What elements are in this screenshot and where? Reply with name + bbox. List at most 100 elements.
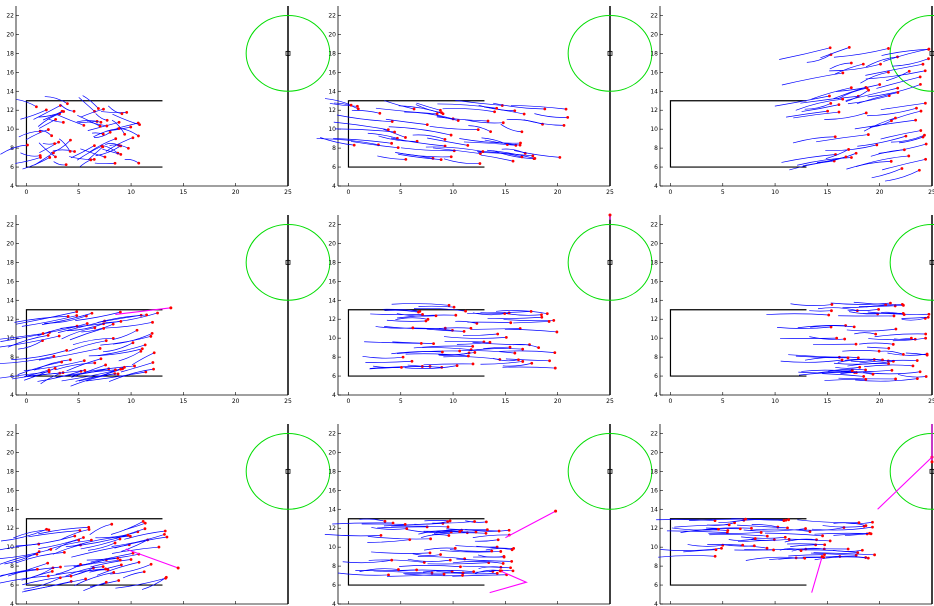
trajectory bbox=[55, 564, 81, 575]
y-tick-label: 18 bbox=[328, 50, 336, 57]
agent-position bbox=[383, 519, 387, 523]
trajectory bbox=[336, 114, 393, 122]
trajectory bbox=[61, 327, 95, 340]
y-tick-label: 22 bbox=[328, 221, 336, 228]
trajectory bbox=[86, 553, 139, 561]
agent-position bbox=[830, 309, 833, 313]
agent-position bbox=[141, 520, 145, 523]
trajectory bbox=[105, 137, 134, 152]
y-tick-label: 8 bbox=[332, 354, 336, 361]
agent-position bbox=[47, 370, 51, 374]
trajectory bbox=[854, 332, 876, 335]
trajectory bbox=[404, 573, 463, 577]
agent-position bbox=[429, 537, 433, 541]
agent-position bbox=[917, 168, 921, 172]
agent-position bbox=[83, 369, 87, 372]
room-walls bbox=[669, 100, 807, 168]
trajectory bbox=[470, 328, 521, 330]
agent-position bbox=[495, 106, 499, 110]
agent-position bbox=[842, 526, 846, 529]
agent-position bbox=[852, 325, 856, 329]
trajectory bbox=[857, 135, 906, 147]
agent-position bbox=[478, 162, 482, 165]
agent-position bbox=[116, 556, 120, 560]
agent-position bbox=[914, 118, 918, 122]
trajectory bbox=[811, 526, 873, 531]
agent-position bbox=[104, 580, 108, 584]
x-tick-label: 25 bbox=[284, 189, 292, 196]
highlighted-endpoint bbox=[554, 509, 558, 513]
agent-position bbox=[448, 519, 452, 523]
trajectory bbox=[817, 370, 853, 374]
trajectory bbox=[0, 553, 38, 565]
trajectory bbox=[828, 368, 866, 372]
trajectory bbox=[131, 352, 155, 366]
agent-position bbox=[887, 70, 890, 74]
agent-position bbox=[847, 148, 850, 151]
trajectory bbox=[398, 153, 442, 160]
trajectory bbox=[745, 556, 797, 561]
y-tick-label: 10 bbox=[6, 335, 14, 342]
trajectory bbox=[42, 111, 63, 121]
agent-position bbox=[85, 322, 89, 325]
agent-position bbox=[415, 568, 419, 572]
agent-position bbox=[923, 133, 926, 137]
agent-position bbox=[543, 107, 547, 111]
agent-position bbox=[46, 128, 50, 131]
trajectory bbox=[412, 553, 441, 556]
agent-position bbox=[918, 75, 922, 79]
agent-position bbox=[495, 571, 499, 575]
trajectory bbox=[37, 325, 78, 337]
trajectory bbox=[39, 141, 59, 153]
agent-position bbox=[58, 576, 62, 580]
trajectory bbox=[60, 320, 121, 329]
y-tick-label: 16 bbox=[6, 278, 14, 285]
agent-position bbox=[47, 528, 51, 532]
agent-position bbox=[156, 311, 159, 315]
agent-position bbox=[837, 103, 841, 107]
agent-position bbox=[50, 569, 54, 573]
agent-position bbox=[103, 155, 107, 159]
trajectory bbox=[455, 320, 477, 324]
goal-circle bbox=[889, 432, 934, 510]
x-tick-label: 0 bbox=[347, 189, 351, 196]
room-walls bbox=[669, 309, 807, 377]
trajectory bbox=[707, 544, 743, 546]
agent-position bbox=[854, 553, 858, 557]
agent-position bbox=[837, 110, 841, 114]
agent-position bbox=[138, 123, 141, 127]
trajectory bbox=[332, 522, 394, 525]
agent-position bbox=[378, 111, 382, 115]
agent-position bbox=[452, 305, 456, 309]
agent-position bbox=[456, 119, 460, 122]
agent-position bbox=[439, 158, 443, 162]
trajectory bbox=[480, 154, 514, 162]
trajectory bbox=[414, 521, 448, 525]
trajectory bbox=[350, 141, 399, 149]
x-tick-label: 0 bbox=[669, 189, 673, 196]
trajectory bbox=[885, 70, 910, 82]
agent-position bbox=[901, 352, 905, 356]
trajectory bbox=[793, 111, 840, 119]
agent-position bbox=[466, 354, 470, 358]
trajectory bbox=[427, 562, 489, 565]
trajectory bbox=[442, 108, 495, 113]
trajectory bbox=[102, 148, 121, 155]
trajectory bbox=[334, 128, 395, 133]
agent-position bbox=[901, 303, 905, 307]
agent-position bbox=[425, 123, 429, 127]
trajectory bbox=[833, 532, 870, 536]
agent-position bbox=[892, 314, 896, 318]
trajectory bbox=[23, 577, 61, 590]
agent-position bbox=[862, 375, 866, 378]
agent-position bbox=[927, 312, 931, 316]
trajectory bbox=[513, 321, 550, 324]
y-tick-label: 4 bbox=[10, 183, 14, 190]
trajectory bbox=[41, 312, 93, 325]
agent-position bbox=[69, 138, 72, 142]
trajectory bbox=[817, 152, 857, 163]
agent-position bbox=[902, 313, 906, 317]
trajectory bbox=[801, 104, 839, 112]
trajectory bbox=[825, 144, 877, 152]
agent-position bbox=[129, 125, 133, 129]
